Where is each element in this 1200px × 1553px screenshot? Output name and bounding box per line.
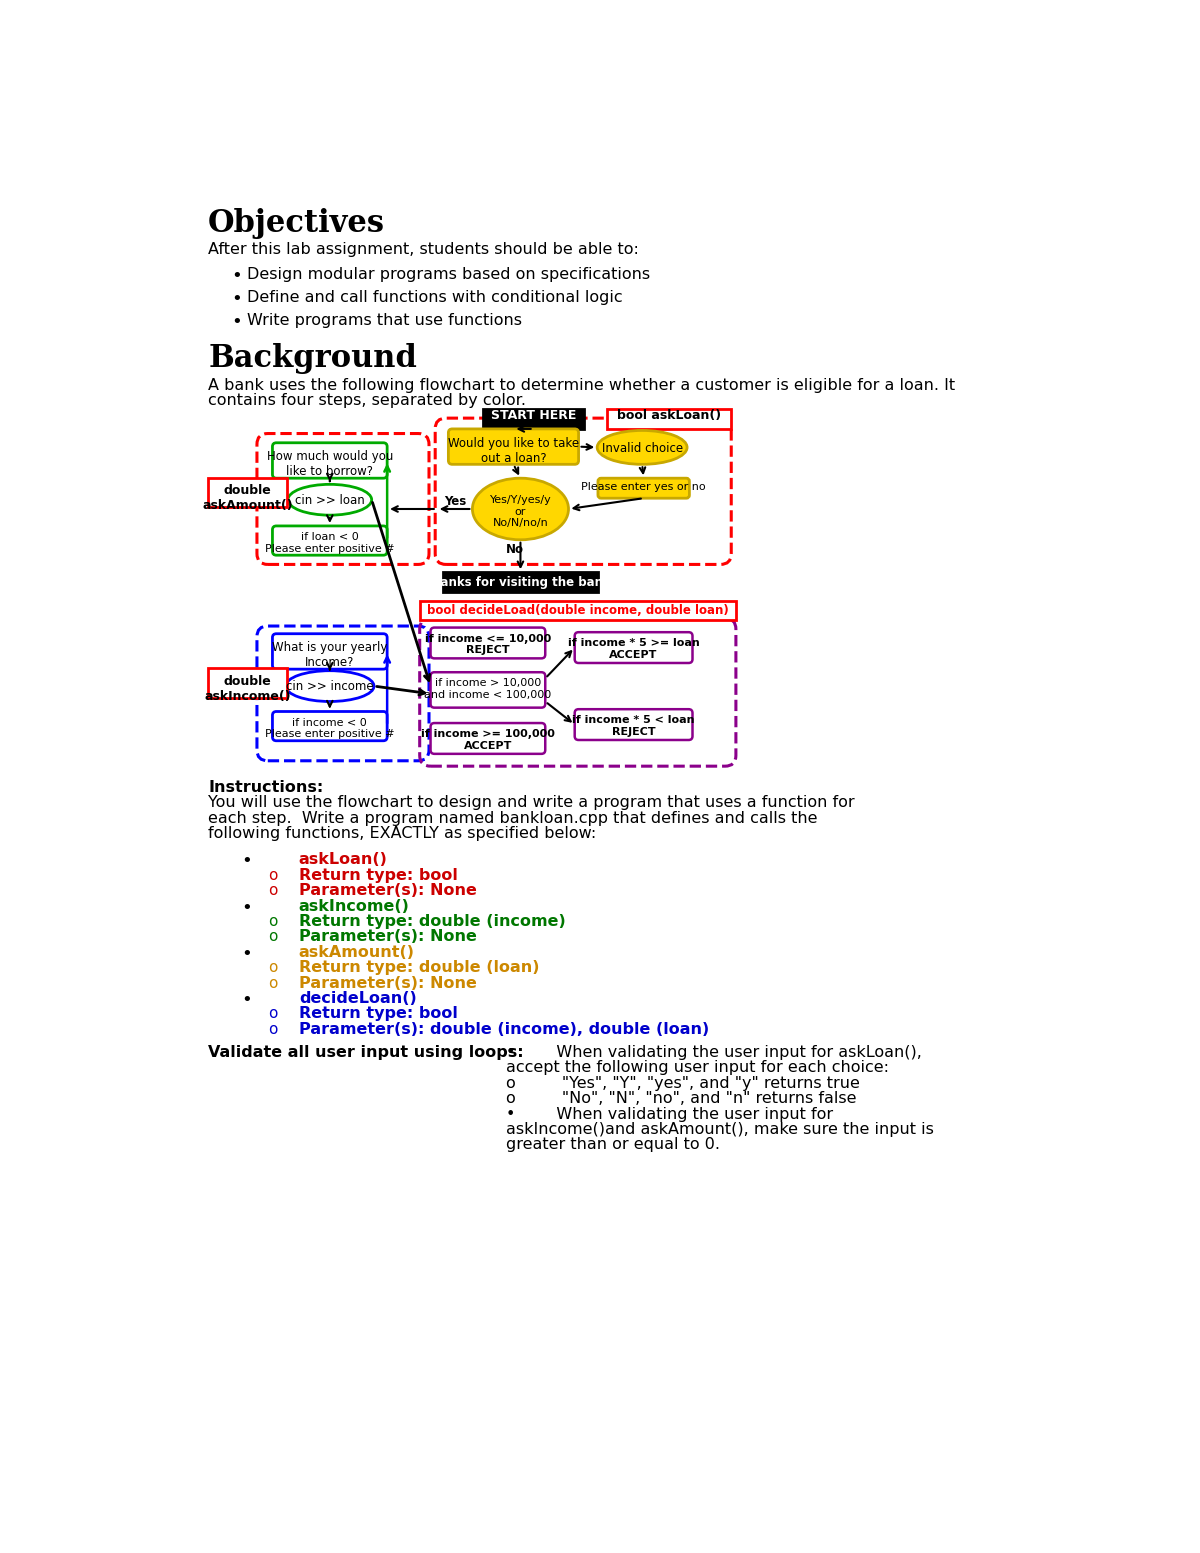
Text: o: o: [268, 915, 277, 929]
FancyBboxPatch shape: [272, 526, 388, 554]
Text: askIncome(): askIncome(): [299, 899, 409, 913]
Text: Return type: bool: Return type: bool: [299, 1006, 457, 1022]
Text: Return type: double (income): Return type: double (income): [299, 915, 565, 929]
Text: Please enter yes or no: Please enter yes or no: [581, 481, 706, 492]
Text: o: o: [268, 1006, 277, 1022]
Text: if income < 0
Please enter positive #: if income < 0 Please enter positive #: [265, 717, 395, 739]
Text: if income * 5 < loan
REJECT: if income * 5 < loan REJECT: [572, 716, 695, 738]
Text: •: •: [241, 944, 252, 963]
Text: Parameter(s): None: Parameter(s): None: [299, 929, 476, 944]
FancyBboxPatch shape: [484, 408, 584, 429]
Text: •: •: [232, 314, 242, 331]
Ellipse shape: [288, 485, 372, 516]
Text: if income <= 10,000
REJECT: if income <= 10,000 REJECT: [425, 634, 551, 655]
Text: Parameter(s): None: Parameter(s): None: [299, 975, 476, 991]
Text: Define and call functions with conditional logic: Define and call functions with condition…: [247, 290, 623, 306]
Text: cin >> income: cin >> income: [286, 680, 373, 693]
Text: double
askAmount(): double askAmount(): [203, 485, 293, 512]
Text: Background: Background: [208, 343, 418, 374]
Text: contains four steps, separated by color.: contains four steps, separated by color.: [208, 393, 526, 408]
FancyBboxPatch shape: [607, 408, 731, 429]
Text: No: No: [506, 544, 524, 556]
Text: •: •: [241, 899, 252, 916]
Text: askIncome()and askAmount(), make sure the input is: askIncome()and askAmount(), make sure th…: [506, 1121, 935, 1137]
Text: if loan < 0
Please enter positive #: if loan < 0 Please enter positive #: [265, 533, 395, 554]
Text: Would you like to take
out a loan?: Would you like to take out a loan?: [448, 436, 580, 464]
Text: Yes: Yes: [444, 495, 467, 508]
Text: You will use the flowchart to design and write a program that uses a function fo: You will use the flowchart to design and…: [208, 795, 854, 811]
FancyBboxPatch shape: [431, 672, 545, 708]
Text: askAmount(): askAmount(): [299, 944, 415, 960]
Text: Instructions:: Instructions:: [208, 780, 323, 795]
Text: o: o: [268, 960, 277, 975]
Text: Thanks for visiting the bank!: Thanks for visiting the bank!: [425, 576, 617, 589]
Text: o: o: [268, 1022, 277, 1037]
FancyBboxPatch shape: [598, 478, 689, 499]
Text: following functions, EXACTLY as specified below:: following functions, EXACTLY as specifie…: [208, 826, 596, 842]
Text: if income * 5 >= loan
ACCEPT: if income * 5 >= loan ACCEPT: [568, 638, 700, 660]
Text: each step.  Write a program named bankloan.cpp that defines and calls the: each step. Write a program named bankloa…: [208, 811, 817, 826]
FancyBboxPatch shape: [449, 429, 578, 464]
Ellipse shape: [598, 430, 688, 464]
FancyBboxPatch shape: [420, 601, 736, 620]
Text: START HERE: START HERE: [491, 408, 576, 421]
Text: •        When validating the user input for: • When validating the user input for: [506, 1106, 834, 1121]
FancyBboxPatch shape: [443, 572, 598, 592]
Text: askLoan(): askLoan(): [299, 853, 388, 868]
Text: Return type: double (loan): Return type: double (loan): [299, 960, 539, 975]
Text: o: o: [268, 929, 277, 944]
FancyBboxPatch shape: [575, 632, 692, 663]
FancyBboxPatch shape: [208, 668, 287, 697]
Text: Design modular programs based on specifications: Design modular programs based on specifi…: [247, 267, 650, 283]
Text: greater than or equal to 0.: greater than or equal to 0.: [506, 1137, 720, 1152]
Text: cin >> loan: cin >> loan: [295, 494, 365, 506]
Text: Objectives: Objectives: [208, 208, 385, 239]
Text: double
askIncome(): double askIncome(): [204, 674, 290, 702]
Text: What is your yearly
Income?: What is your yearly Income?: [272, 641, 388, 669]
Text: Return type: bool: Return type: bool: [299, 868, 457, 882]
Text: o: o: [268, 868, 277, 882]
Text: Parameter(s): None: Parameter(s): None: [299, 884, 476, 898]
Text: if income >= 100,000
ACCEPT: if income >= 100,000 ACCEPT: [421, 730, 554, 750]
FancyBboxPatch shape: [575, 710, 692, 739]
Text: •: •: [241, 853, 252, 870]
Text: •: •: [232, 267, 242, 286]
Text: Parameter(s): double (income), double (loan): Parameter(s): double (income), double (l…: [299, 1022, 709, 1037]
Text: bool askLoan(): bool askLoan(): [617, 408, 721, 421]
Text: •        When validating the user input for askLoan(),: • When validating the user input for ask…: [506, 1045, 923, 1059]
Text: o         "No", "N", "no", and "n" returns false: o "No", "N", "no", and "n" returns false: [506, 1092, 857, 1106]
Text: o: o: [268, 884, 277, 898]
Text: After this lab assignment, students should be able to:: After this lab assignment, students shou…: [208, 242, 640, 256]
Text: o: o: [268, 975, 277, 991]
Text: •: •: [241, 991, 252, 1009]
FancyBboxPatch shape: [272, 443, 388, 478]
Text: How much would you
like to borrow?: How much would you like to borrow?: [266, 450, 392, 478]
FancyBboxPatch shape: [272, 634, 388, 669]
Ellipse shape: [286, 671, 374, 702]
Text: A bank uses the following flowchart to determine whether a customer is eligible : A bank uses the following flowchart to d…: [208, 377, 955, 393]
Text: Write programs that use functions: Write programs that use functions: [247, 314, 522, 328]
Text: if income > 10,000
and income < 100,000: if income > 10,000 and income < 100,000: [425, 679, 552, 700]
Text: Yes/Y/yes/y
or
No/N/no/n: Yes/Y/yes/y or No/N/no/n: [490, 495, 551, 528]
Text: Validate all user input using loops:: Validate all user input using loops:: [208, 1045, 523, 1059]
Text: bool decideLoad(double income, double loan): bool decideLoad(double income, double lo…: [427, 604, 728, 618]
Text: accept the following user input for each choice:: accept the following user input for each…: [506, 1061, 889, 1075]
Text: decideLoan(): decideLoan(): [299, 991, 416, 1006]
Text: o         "Yes", "Y", "yes", and "y" returns true: o "Yes", "Y", "yes", and "y" returns tru…: [506, 1076, 860, 1090]
FancyBboxPatch shape: [208, 478, 287, 508]
Text: Invalid choice: Invalid choice: [601, 443, 683, 455]
Ellipse shape: [473, 478, 569, 540]
FancyBboxPatch shape: [431, 627, 545, 658]
Text: •: •: [232, 290, 242, 309]
FancyBboxPatch shape: [272, 711, 388, 741]
FancyBboxPatch shape: [431, 724, 545, 753]
